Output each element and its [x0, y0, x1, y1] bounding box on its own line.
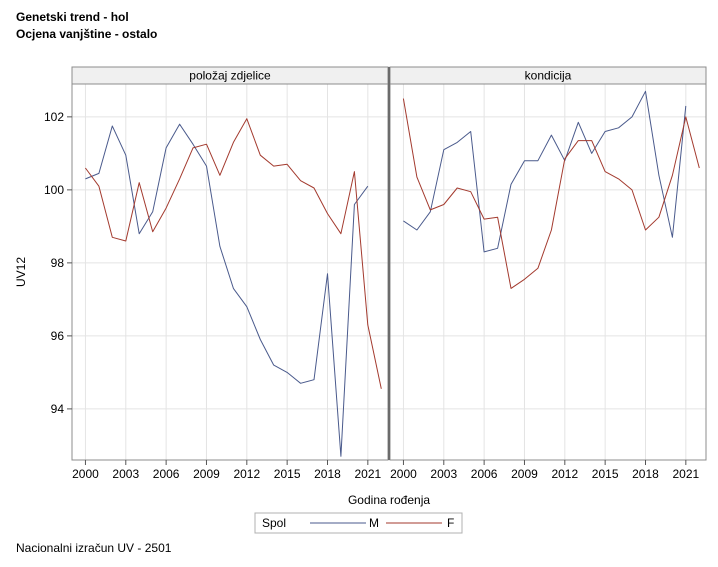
x-tick-label: 2012 [233, 467, 260, 481]
series-line-F [402, 98, 700, 289]
x-tick-label: 2021 [672, 467, 699, 481]
footnote: Nacionalni izračun UV - 2501 [16, 541, 172, 555]
x-tick-label: 2015 [274, 467, 301, 481]
series-line-M [85, 123, 369, 457]
panel-1: položaj zdjelice 2000 2003 2006 2009 2012 2015… [71, 66, 389, 481]
y-axis-label: UV12 [14, 257, 28, 287]
x-tick-label: 2006 [153, 467, 180, 481]
legend: Spol M F [254, 512, 463, 534]
panel-2: kondicija 2000 2003 2006 2009 2012 2015 2018 202… [389, 66, 707, 481]
chart-subtitle: Ocjena vanjštine - ostalo [16, 27, 158, 41]
y-tick-label: 102 [44, 110, 64, 124]
panel-label: položaj zdjelice [189, 69, 271, 83]
x-tick-label: 2009 [511, 467, 538, 481]
panel-frame [389, 66, 707, 461]
x-tick-label: 2000 [72, 467, 99, 481]
legend-label-F: F [447, 516, 454, 530]
series-line-M [403, 90, 687, 253]
series-line-F [84, 118, 382, 389]
panel-frame [71, 66, 389, 461]
panel-label: kondicija [525, 69, 572, 83]
x-tick-label: 2018 [632, 467, 659, 481]
x-tick-label: 2012 [551, 467, 578, 481]
y-tick-label: 98 [51, 256, 65, 270]
x-axis-label: Godina rođenja [348, 493, 430, 507]
x-tick-label: 2018 [314, 467, 341, 481]
y-tick-label: 100 [44, 183, 64, 197]
x-tick-label: 2015 [592, 467, 619, 481]
x-tick-label: 2003 [430, 467, 457, 481]
x-tick-label: 2000 [390, 467, 417, 481]
y-tick-label: 96 [51, 329, 65, 343]
x-tick-label: 2006 [471, 467, 498, 481]
legend-label-M: M [369, 516, 379, 530]
y-tick-label: 94 [51, 402, 65, 416]
legend-title: Spol [262, 516, 286, 530]
x-tick-label: 2003 [112, 467, 139, 481]
x-tick-label: 2009 [193, 467, 220, 481]
x-tick-label: 2021 [354, 467, 381, 481]
chart-title: Genetski trend - hol [16, 10, 129, 24]
